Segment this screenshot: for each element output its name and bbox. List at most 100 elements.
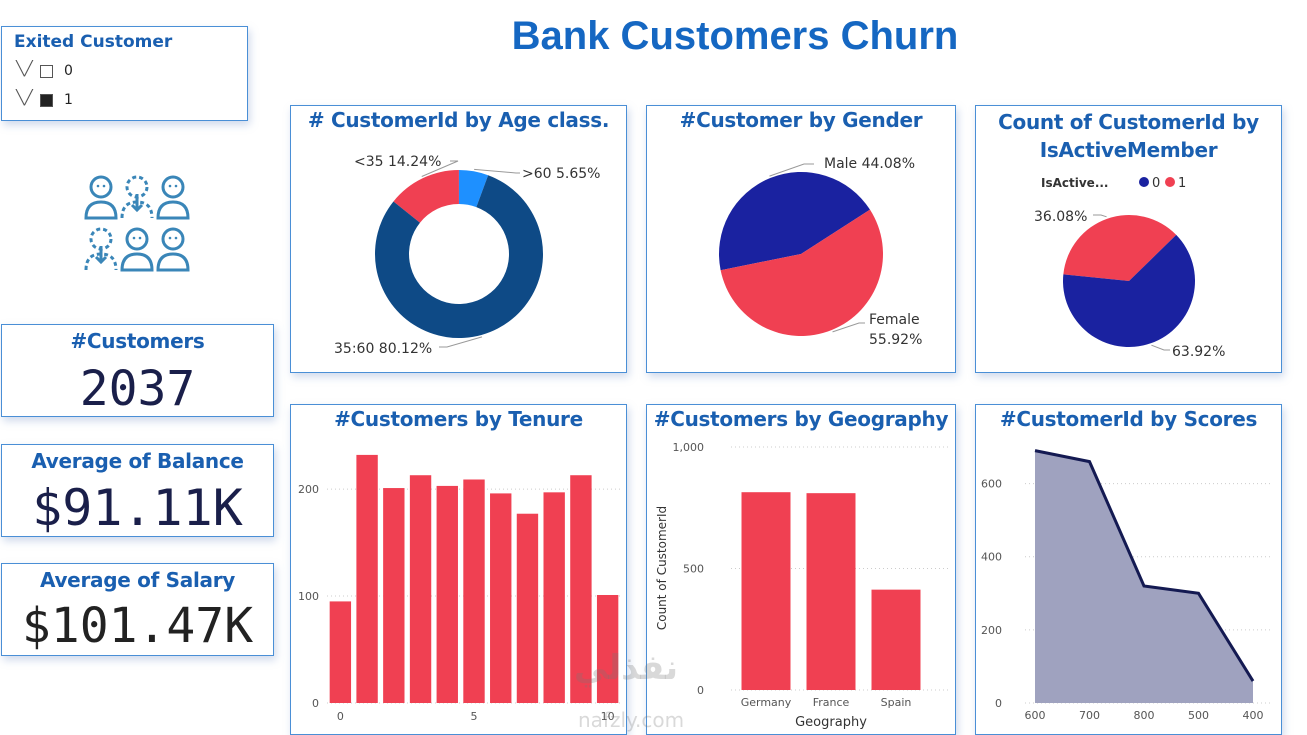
slice-label: 55.92% <box>869 332 922 348</box>
tenure-bar-chart: 0 100 200 0 5 10 <box>298 454 621 723</box>
pie-slice <box>393 170 459 223</box>
chart-title-line: Count of CustomerId by <box>998 110 1259 134</box>
x-tick-label: 0 <box>337 710 344 723</box>
kpi-value: $101.47K <box>21 598 254 654</box>
chart-title: #Customer by Gender <box>679 108 923 132</box>
customers-churn-icon <box>84 175 190 272</box>
chevron-down-icon[interactable]: ╲╱ <box>16 61 33 77</box>
kpi-label: Average of Balance <box>31 449 244 473</box>
chart-title: Count of CustomerId by IsActiveMember <box>976 108 1281 164</box>
kpi-balance-card: Average of Balance $91.11K <box>1 444 274 537</box>
y-tick-label: 0 <box>312 697 319 710</box>
x-axis-label: Geography <box>795 715 867 730</box>
x-tick-label: 5 <box>471 710 478 723</box>
kpi-label: Average of Salary <box>39 568 236 592</box>
checkbox-unchecked[interactable] <box>40 65 53 78</box>
geography-bar-chart: 0 500 1,000 Germany France Spain Geography Coun… <box>655 441 951 730</box>
legend-label: 0 <box>1152 176 1160 191</box>
leader-line <box>474 168 520 174</box>
legend-title: IsActive... <box>1041 176 1109 190</box>
bar <box>806 493 856 690</box>
checkbox-checked[interactable] <box>40 94 53 107</box>
y-tick-label: 200 <box>981 624 1002 637</box>
pie-slice <box>375 175 543 339</box>
y-tick-label: 400 <box>981 551 1002 564</box>
area-line <box>1034 449 1255 682</box>
area-fill <box>1035 450 1253 703</box>
chart-title: #Customers by Tenure <box>334 407 583 431</box>
y-tick-label: 200 <box>298 483 319 496</box>
slicer-title: Exited Customer <box>14 32 173 52</box>
slice-label: 35:60 80.12% <box>334 341 432 357</box>
kpi-value: $91.11K <box>32 479 243 537</box>
x-tick-label: 500 <box>1188 709 1209 722</box>
chart-title: # CustomerId by Age class. <box>307 108 610 132</box>
age-class-donut-chart: <35 14.24% >60 5.65% 35:60 80.12% <box>334 154 600 357</box>
y-tick-label: 600 <box>981 478 1002 491</box>
bar <box>436 485 458 703</box>
slicer-option-label: 0 <box>64 63 73 79</box>
bar <box>329 601 352 703</box>
bar <box>463 479 485 703</box>
bar <box>409 475 432 703</box>
x-tick-label: France <box>813 696 850 709</box>
active-member-pie-chart: IsActive... 0 1 36.08% 63.92% <box>1034 176 1225 360</box>
pie-slice <box>1063 215 1177 281</box>
exited-customer-slicer: Exited Customer ╲╱ 0 ╲╱ 1 <box>1 26 248 121</box>
chart-title-line: IsActiveMember <box>1039 138 1218 162</box>
leader-line <box>439 336 483 348</box>
y-tick-label: 0 <box>995 697 1002 710</box>
slice-label: Female <box>869 312 920 328</box>
bar <box>596 594 619 703</box>
scores-chart-card: #CustomerId by Scores 0 200 400 600 600 700 80… <box>975 404 1282 735</box>
chevron-down-icon[interactable]: ╲╱ <box>16 90 33 106</box>
bar <box>871 589 921 690</box>
age-class-chart-card: # CustomerId by Age class. <35 14.24% >60… <box>290 105 627 373</box>
x-tick-label: 10 <box>601 710 615 723</box>
bar <box>383 488 405 703</box>
y-tick-label: 0 <box>697 684 704 697</box>
x-tick-label: 400 <box>1243 709 1264 722</box>
chart-title: #CustomerId by Scores <box>999 407 1258 431</box>
x-tick-label: Germany <box>741 696 792 709</box>
slice-label: 36.08% <box>1034 209 1087 225</box>
x-tick-label: 600 <box>1025 709 1046 722</box>
bar <box>356 454 378 703</box>
x-tick-label: 800 <box>1134 709 1155 722</box>
bar <box>543 492 565 703</box>
slice-label: Male 44.08% <box>824 156 915 172</box>
leader-line <box>421 160 459 177</box>
legend-marker <box>1165 177 1175 187</box>
geography-chart-card: #Customers by Geography 0 500 1,000 Germany… <box>646 404 956 735</box>
leader-line <box>769 163 814 177</box>
slice-label: >60 5.65% <box>522 166 600 182</box>
y-axis-label: Count of CustomerId <box>655 506 669 630</box>
watermark-logo: نفذلي <box>574 648 679 688</box>
y-tick-label: 100 <box>298 590 319 603</box>
page-title: Bank Customers Churn <box>511 14 959 58</box>
gender-chart-card: #Customer by Gender Male 44.08% Female 55.… <box>646 105 956 373</box>
legend-marker <box>1139 177 1149 187</box>
kpi-label: #Customers <box>70 329 205 353</box>
leader-line <box>832 322 865 333</box>
x-tick-label: Spain <box>881 696 912 709</box>
pie-slice <box>720 209 883 337</box>
y-tick-label: 1,000 <box>673 441 705 454</box>
y-tick-label: 500 <box>683 563 704 576</box>
bar <box>741 492 791 690</box>
slice-label: <35 14.24% <box>354 154 441 170</box>
watermark-url: nafzly.com <box>578 708 685 732</box>
pie-slice <box>458 170 489 208</box>
kpi-salary-card: Average of Salary $101.47K <box>1 563 274 656</box>
bar <box>490 493 512 703</box>
kpi-value: 2037 <box>79 361 196 417</box>
scores-area-chart: 0 200 400 600 600 700 800 500 400 <box>981 449 1273 722</box>
slice-label: 63.92% <box>1172 344 1225 360</box>
active-member-chart-card: Count of CustomerId by IsActiveMember Is… <box>975 105 1282 373</box>
bar <box>516 513 539 703</box>
slicer-option-label: 1 <box>64 92 73 108</box>
leader-line <box>1151 344 1170 351</box>
leader-line <box>1093 214 1107 218</box>
pie-slice <box>719 172 870 271</box>
legend-label: 1 <box>1178 176 1186 191</box>
